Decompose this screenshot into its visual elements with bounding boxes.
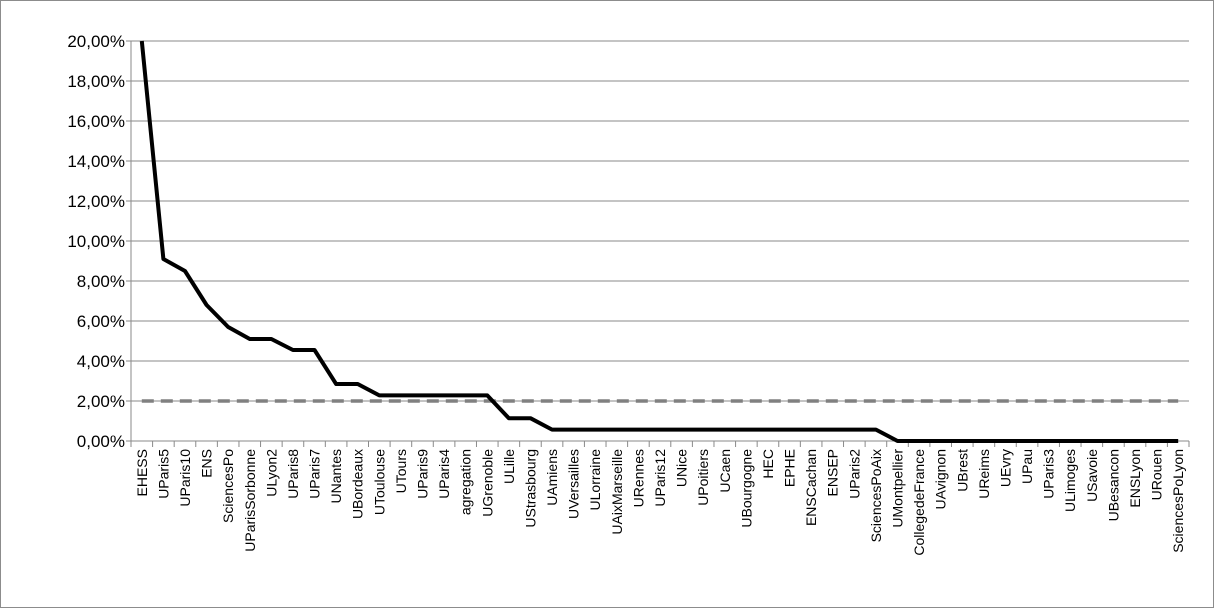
x-tick-label: HEC [760, 449, 776, 479]
x-tick-label: SciencesPoAix [868, 449, 884, 542]
y-tick-label: 8,00% [77, 272, 125, 291]
y-tick-label: 16,00% [67, 112, 125, 131]
x-tick-label: ULimoges [1062, 449, 1078, 512]
series-line-solid [139, 40, 1179, 443]
x-tick-label: UBourgogne [738, 449, 754, 528]
x-tick-label: UAmiens [544, 449, 560, 506]
x-tick-label: EPHE [782, 449, 798, 487]
x-tick-label: UParis4 [436, 449, 452, 499]
x-tick-label: UNantes [328, 449, 344, 503]
x-tick-label: UGrenoble [479, 449, 495, 517]
x-tick-label: UCaen [717, 449, 733, 493]
y-tick-label: 2,00% [77, 392, 125, 411]
x-tick-label: UBordeaux [350, 449, 366, 519]
x-tick-label: UParis12 [652, 449, 668, 507]
y-tick-label: 4,00% [77, 352, 125, 371]
x-tick-label: ULorraine [587, 449, 603, 511]
y-axis-tick-labels: 0,00% 2,00% 4,00% 6,00% 8,00% 10,00% 12,00% 14,… [67, 32, 125, 451]
x-tick-label: UBesancon [1105, 449, 1121, 521]
x-tick-label: ENSCachan [803, 449, 819, 526]
y-tick-label: 20,00% [67, 32, 125, 51]
gridlines [131, 40, 1189, 402]
y-tick-label: 0,00% [77, 432, 125, 451]
x-tick-label: USavoie [1084, 449, 1100, 502]
x-tick-label: UNice [674, 449, 690, 487]
x-tick-label: ULille [501, 449, 517, 484]
x-tick-label: ULyon2 [263, 449, 279, 497]
x-tick-label: UParis9 [414, 449, 430, 499]
x-tick-label: UParis5 [155, 449, 171, 499]
x-tick-label: UParis8 [285, 449, 301, 499]
y-tick-label: 14,00% [67, 152, 125, 171]
x-tick-label: UParis2 [846, 449, 862, 499]
x-tick-label: ENSLyon [1127, 449, 1143, 508]
series-lines [139, 40, 1179, 443]
x-tick-label: UParis10 [177, 449, 193, 507]
x-tick-label: UPoitiers [695, 449, 711, 506]
x-tick-label: SciencesPo [220, 449, 236, 523]
y-tick-label: 18,00% [67, 72, 125, 91]
x-tick-label: CollegedeFrance [911, 449, 927, 556]
x-tick-label: UParis3 [1041, 449, 1057, 499]
x-tick-label: ENS [199, 449, 215, 478]
x-tick-label: UMontpellier [890, 449, 906, 528]
x-tick-label: UParisSorbonne [242, 449, 258, 552]
x-tick-label: URouen [1149, 449, 1165, 500]
x-axis-tick-labels: EHESS UParis5 UParis10 ENS SciencesPo UParisS… [134, 449, 1186, 556]
x-tick-label: UStrasbourg [522, 449, 538, 528]
x-tick-label: ENSEP [825, 449, 841, 496]
axes [126, 40, 1190, 447]
y-tick-label: 6,00% [77, 312, 125, 331]
x-tick-label: UAixMarseille [609, 449, 625, 535]
x-tick-label: UVersailles [566, 449, 582, 519]
x-tick-label: agregation [458, 449, 474, 515]
x-tick-label: UToulouse [371, 449, 387, 515]
x-tick-label: UEvry [997, 449, 1013, 487]
x-tick-label: SciencesPoLyon [1170, 449, 1186, 553]
y-tick-label: 10,00% [67, 232, 125, 251]
x-tick-label: UAvignon [933, 449, 949, 509]
x-tick-label: UTours [393, 449, 409, 493]
y-tick-label: 12,00% [67, 192, 125, 211]
x-tick-label: UPau [1019, 449, 1035, 484]
x-tick-label: EHESS [134, 449, 150, 496]
x-tick-label: URennes [630, 449, 646, 507]
x-tick-label: UParis7 [307, 449, 323, 499]
x-tick-label: UReims [976, 449, 992, 499]
x-tick-label: UBrest [954, 449, 970, 492]
